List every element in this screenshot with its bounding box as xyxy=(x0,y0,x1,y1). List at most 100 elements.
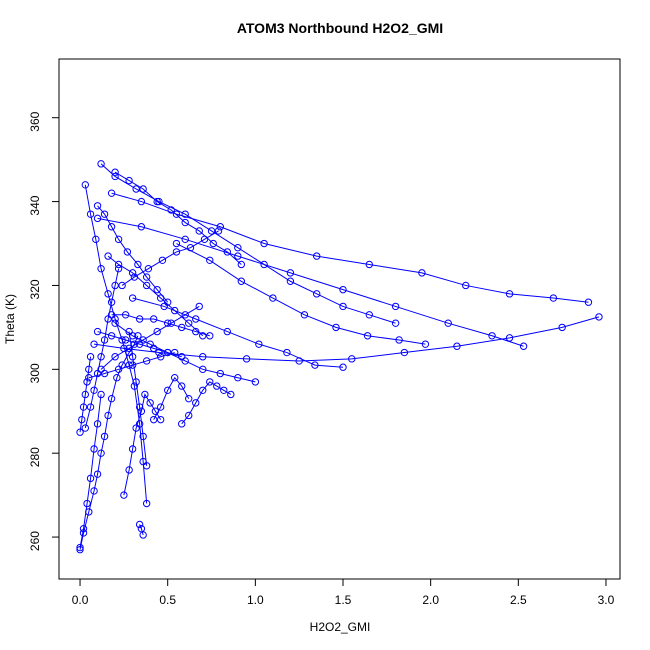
data-point xyxy=(104,252,112,260)
data-point xyxy=(139,531,147,539)
y-tick-label: 260 xyxy=(28,531,42,551)
y-tick-label: 300 xyxy=(28,363,42,383)
series-group xyxy=(107,189,593,306)
data-point xyxy=(181,311,189,319)
data-point xyxy=(128,269,137,277)
data-point xyxy=(209,239,217,248)
series-line xyxy=(84,184,148,504)
data-point xyxy=(172,210,181,218)
series-line xyxy=(97,217,524,347)
data-point xyxy=(125,327,133,336)
series-group xyxy=(172,239,430,348)
data-point xyxy=(85,374,93,382)
series-group xyxy=(85,348,179,382)
data-point xyxy=(199,353,207,361)
data-point xyxy=(462,281,470,290)
data-point xyxy=(199,332,207,340)
data-point xyxy=(185,411,193,420)
data-point xyxy=(332,323,340,332)
data-point xyxy=(139,432,147,441)
data-point xyxy=(132,424,140,432)
data-point xyxy=(111,319,119,327)
data-point xyxy=(85,365,93,374)
data-point xyxy=(123,248,132,256)
data-point xyxy=(111,353,119,361)
data-point xyxy=(132,378,140,386)
series-group xyxy=(120,390,165,499)
data-point xyxy=(200,235,209,244)
data-point xyxy=(207,227,216,235)
data-point xyxy=(192,327,200,336)
data-point xyxy=(255,340,263,348)
data-point xyxy=(113,374,121,382)
data-point xyxy=(93,420,102,428)
series-group xyxy=(107,311,214,340)
data-point xyxy=(132,185,140,193)
data-point xyxy=(313,290,321,298)
series-group xyxy=(97,160,400,327)
data-point xyxy=(216,369,224,378)
data-point xyxy=(163,386,172,394)
data-point xyxy=(128,361,137,369)
data-point xyxy=(97,264,105,273)
data-point xyxy=(135,403,144,411)
series-group xyxy=(118,227,223,290)
data-point xyxy=(181,357,189,365)
data-point xyxy=(223,248,232,256)
data-point xyxy=(93,214,102,223)
data-point xyxy=(178,420,186,428)
data-point xyxy=(79,524,88,533)
data-point xyxy=(97,390,105,399)
data-point xyxy=(76,428,84,436)
data-point xyxy=(130,382,139,390)
data-point xyxy=(158,256,167,264)
data-point xyxy=(363,332,372,340)
data-point xyxy=(90,487,98,495)
data-point xyxy=(90,386,98,394)
data-point xyxy=(107,394,116,403)
data-point xyxy=(137,407,146,415)
data-point xyxy=(339,285,347,294)
data-point xyxy=(130,273,139,281)
x-axis-label: H2O2_GMI xyxy=(310,620,371,634)
data-point xyxy=(237,277,246,285)
data-point xyxy=(93,470,102,478)
data-point xyxy=(125,344,133,353)
series-line xyxy=(111,314,210,337)
series-line xyxy=(100,163,396,324)
data-point xyxy=(199,365,207,374)
data-point xyxy=(125,466,133,474)
data-point xyxy=(223,327,232,336)
y-tick-label: 320 xyxy=(28,279,42,299)
data-point xyxy=(142,281,151,290)
x-axis: 0.0 0.5 1.0 1.5 2.0 2.5 3.0 xyxy=(72,578,615,607)
data-point xyxy=(149,315,158,323)
series-line xyxy=(111,192,589,303)
y-tick-label: 360 xyxy=(28,111,42,131)
series-group xyxy=(149,374,193,424)
data-point xyxy=(142,499,151,508)
data-point xyxy=(114,365,123,374)
data-point xyxy=(104,411,112,420)
series-layer xyxy=(76,160,603,554)
data-point xyxy=(549,294,558,302)
data-point xyxy=(114,260,123,269)
data-point xyxy=(93,202,102,210)
data-point xyxy=(135,315,144,323)
series-line xyxy=(153,376,190,420)
data-point xyxy=(286,277,295,285)
series-group xyxy=(104,252,207,340)
data-point xyxy=(311,361,319,369)
data-point xyxy=(505,290,514,298)
data-point xyxy=(86,474,95,483)
y-axis-label: Theta (K) xyxy=(3,294,17,344)
data-point xyxy=(114,264,123,273)
data-point xyxy=(81,424,90,432)
data-point xyxy=(83,378,91,386)
data-point xyxy=(421,340,430,348)
data-point xyxy=(242,355,251,363)
data-point xyxy=(111,281,119,290)
data-point xyxy=(519,342,528,350)
data-point xyxy=(111,168,119,176)
